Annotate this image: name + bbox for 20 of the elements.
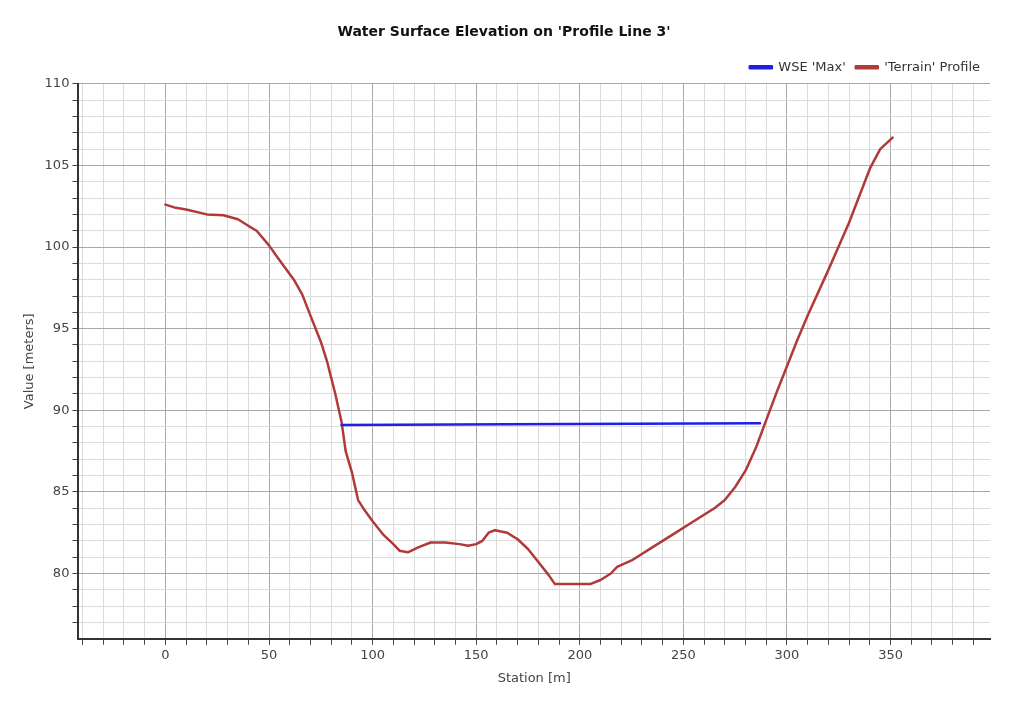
x-tick-label: 100 (360, 646, 386, 662)
legend-label: 'Terrain' Profile (884, 58, 981, 74)
y-tick-label: 110 (44, 75, 70, 91)
x-tick-label: 0 (161, 646, 170, 662)
x-tick-label: 300 (774, 646, 800, 662)
legend-label: WSE 'Max' (778, 58, 846, 74)
y-axis-title: Value [meters] (21, 313, 37, 410)
x-tick-label: 350 (878, 646, 903, 662)
chart-title: Water Surface Elevation on 'Profile Line 3' (337, 23, 671, 40)
y-tick-label: 105 (44, 156, 70, 172)
y-tick-label: 85 (52, 483, 70, 499)
x-tick-label: 200 (567, 646, 593, 662)
y-tick-label: 95 (52, 320, 70, 336)
x-axis-title: Station [m] (497, 669, 571, 685)
x-tick-label: 50 (260, 646, 278, 662)
y-tick-label: 90 (52, 401, 70, 417)
y-tick-label: 80 (52, 564, 70, 580)
x-tick-label: 250 (670, 646, 696, 662)
y-tick-label: 100 (44, 238, 70, 254)
x-tick-label: 150 (463, 646, 489, 662)
